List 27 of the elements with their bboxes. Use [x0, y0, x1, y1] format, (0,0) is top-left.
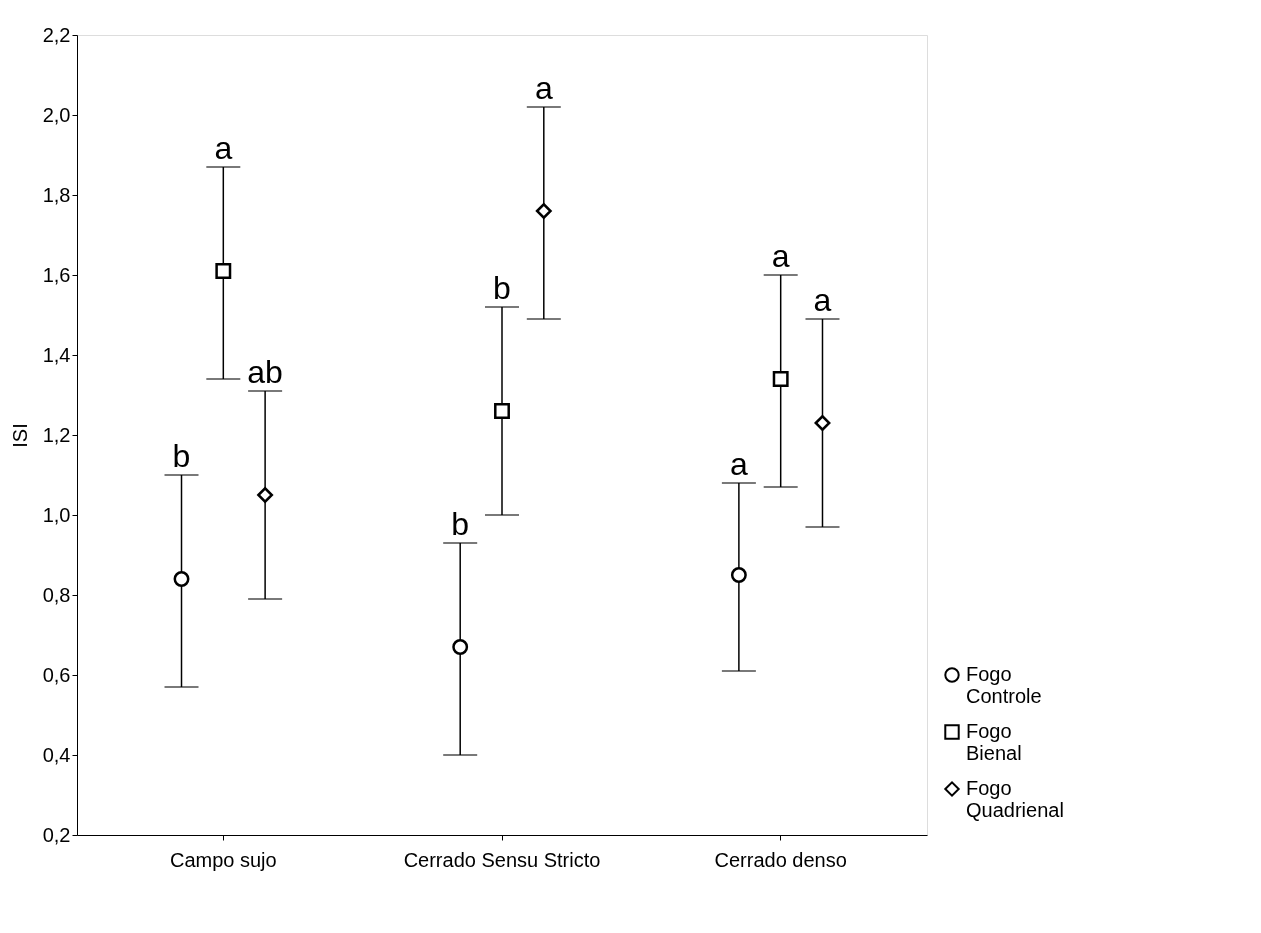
x-tick-label: Cerrado Sensu Stricto	[403, 848, 601, 871]
y-tick-label: 1,4	[42, 343, 71, 366]
legend-label: Fogo Controle	[966, 663, 1042, 707]
y-tick-label: 0,4	[42, 743, 71, 766]
annotation: a	[771, 238, 790, 274]
annotation: a	[813, 282, 832, 318]
annotation: a	[729, 446, 748, 482]
legend-label: Fogo Bienal	[966, 720, 1022, 764]
y-tick-label: 2,0	[42, 103, 71, 126]
x-tick-label: Cerrado denso	[714, 848, 847, 871]
y-tick-label: 1,2	[42, 423, 71, 446]
y-tick-label: 0,6	[42, 663, 71, 686]
annotation: a	[214, 130, 233, 166]
x-tick-label: Campo sujo	[169, 848, 277, 871]
annotation: b	[493, 270, 511, 306]
y-tick-label: 1,6	[42, 263, 71, 286]
annotation: b	[451, 506, 470, 542]
y-tick-label: 1,8	[42, 183, 71, 206]
y-tick-label: 0,8	[42, 583, 71, 606]
y-tick-label: 2,2	[42, 23, 71, 46]
annotation: ab	[247, 354, 283, 390]
y-tick-label: 0,2	[42, 823, 71, 846]
annotation: b	[172, 438, 191, 474]
legend-label: Fogo Quadrienal	[966, 777, 1064, 821]
y-tick-label: 1,0	[42, 503, 71, 526]
annotation: a	[534, 70, 553, 106]
y-axis-title: ISI	[8, 423, 31, 448]
